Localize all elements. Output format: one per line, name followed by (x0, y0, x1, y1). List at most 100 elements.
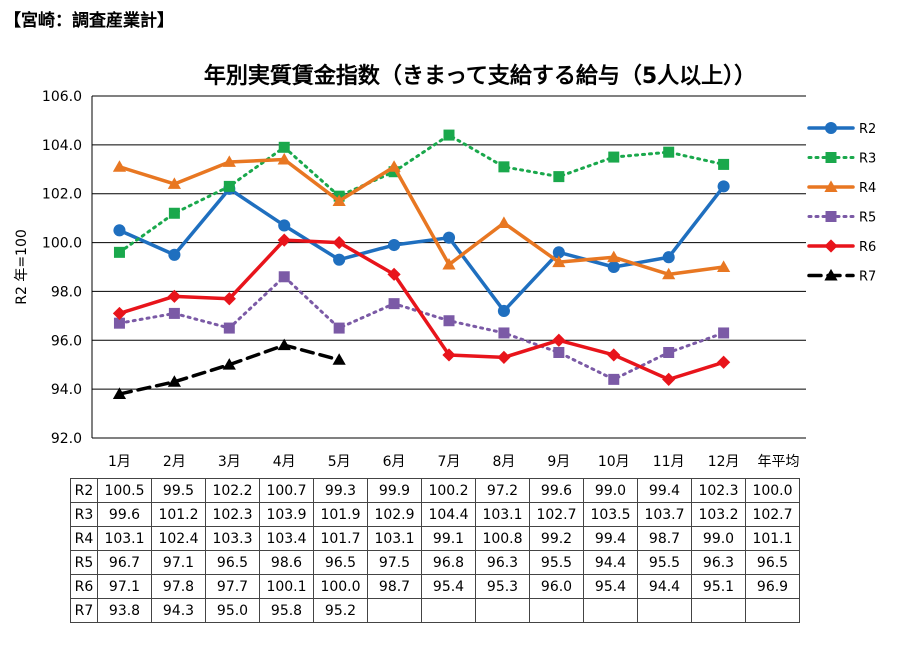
row-header: R4 (70, 526, 98, 551)
table-cell: 97.2 (475, 478, 530, 503)
y-tick-label: 92.0 (51, 431, 82, 447)
data-point (717, 180, 730, 193)
table-cell: 95.0 (205, 598, 260, 623)
table-cell: 100.7 (259, 478, 314, 503)
table-cell: 99.6 (97, 502, 152, 527)
data-point (278, 271, 290, 283)
data-point (223, 322, 235, 334)
data-point (112, 387, 127, 399)
data-point (552, 255, 566, 268)
table-cell: 95.2 (313, 598, 368, 623)
table-cell: 99.0 (583, 478, 638, 503)
y-tick-label: 104.0 (42, 138, 82, 154)
table-row: R7 93.8 94.3 95.0 95.8 95.2 (70, 598, 800, 623)
table-cell: 104.4 (421, 502, 476, 527)
table-cell: 97.1 (97, 574, 152, 599)
data-point (332, 194, 346, 206)
data-point (607, 250, 621, 263)
table-cell: 102.9 (367, 502, 422, 527)
series-r3 (113, 129, 730, 258)
table-cell (421, 598, 476, 623)
table-cell: 100.1 (259, 574, 314, 599)
data-point (167, 375, 181, 387)
x-tick-label: 3月 (218, 454, 241, 470)
data-point (497, 216, 511, 228)
data-point (387, 267, 401, 281)
y-tick-label: 94.0 (51, 382, 82, 398)
table-cell: 97.7 (205, 574, 260, 599)
data-point (824, 268, 838, 281)
table-cell: 96.5 (313, 550, 368, 575)
table-cell: 95.3 (475, 574, 530, 599)
table-cell: 96.7 (97, 550, 152, 575)
table-cell: 101.1 (745, 526, 800, 551)
table-cell: 96.3 (691, 550, 746, 575)
data-point (387, 160, 401, 172)
data-point (278, 141, 290, 153)
table-cell: 101.2 (151, 502, 206, 527)
data-point (552, 246, 565, 259)
table-cell: 96.0 (529, 574, 584, 599)
data-point (223, 180, 235, 192)
data-point (824, 121, 838, 135)
table-cell: 99.4 (637, 478, 692, 503)
data-point (388, 238, 401, 252)
data-point (333, 253, 346, 266)
x-tick-label: 1月 (108, 454, 131, 470)
table-cell (367, 598, 422, 623)
table-cell (745, 598, 800, 623)
table-cell: 103.7 (637, 502, 692, 527)
data-point (717, 355, 731, 369)
data-point (332, 235, 346, 250)
table-cell: 96.5 (205, 550, 260, 575)
series-line (117, 184, 726, 313)
data-point (608, 151, 620, 163)
series-r4 (112, 152, 731, 280)
data-point (277, 233, 291, 247)
table-cell: 97.5 (367, 550, 422, 575)
table-cell: 99.1 (421, 526, 476, 551)
data-point (442, 348, 456, 362)
data-point (167, 289, 181, 303)
x-tick-label: 10月 (598, 454, 630, 470)
table-cell: 103.5 (583, 502, 638, 527)
table-cell: 94.4 (637, 574, 692, 599)
data-point (825, 211, 837, 222)
data-point (497, 350, 511, 364)
data-point (168, 248, 181, 261)
table-cell: 96.8 (421, 550, 476, 575)
data-point (167, 177, 181, 189)
legend-label: R5 (859, 211, 876, 226)
table-cell: 100.0 (745, 478, 800, 503)
table-cell: 98.7 (637, 526, 692, 551)
table-cell: 93.8 (97, 598, 152, 623)
table-cell: 99.0 (691, 526, 746, 551)
table-cell: 99.4 (583, 526, 638, 551)
y-tick-label: 100.0 (42, 236, 82, 252)
table-row: R3 99.6 101.2 102.3 103.9 101.9 102.9 104.4 103.… (70, 502, 800, 527)
table-cell: 103.2 (691, 502, 746, 527)
data-point (663, 347, 675, 358)
row-header: R2 (70, 478, 98, 503)
x-tick-label: 4月 (273, 454, 296, 470)
table-cell: 97.1 (151, 550, 206, 575)
data-point (662, 372, 676, 386)
table-cell: 99.9 (367, 478, 422, 503)
series-r6 (112, 233, 731, 386)
table-row: R6 97.1 97.8 97.7 100.1 100.0 98.7 95.4 95.3 96.0… (70, 574, 800, 599)
table-cell: 103.1 (97, 526, 152, 551)
data-point (825, 152, 837, 163)
data-point (388, 298, 400, 310)
legend-item-r4: R4 (807, 180, 876, 196)
data-point (168, 307, 180, 319)
table-cell (691, 598, 746, 623)
table-cell: 99.5 (151, 478, 206, 503)
data-point (278, 219, 291, 232)
table-cell: 95.8 (259, 598, 314, 623)
table-cell: 103.4 (259, 526, 314, 551)
data-point (113, 224, 126, 237)
legend-item-r3: R3 (807, 152, 876, 167)
data-point (277, 338, 291, 351)
table-row: R5 96.7 97.1 96.5 98.6 96.5 97.5 96.8 96.3 95.5 94… (70, 550, 800, 575)
table-cell: 100.0 (313, 574, 368, 599)
